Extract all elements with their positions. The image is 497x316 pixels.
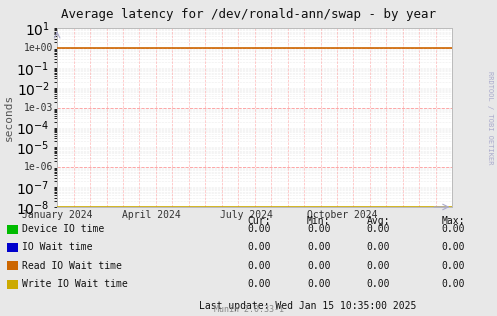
Text: IO Wait time: IO Wait time xyxy=(22,242,93,252)
Text: 0.00: 0.00 xyxy=(441,261,465,271)
Text: Average latency for /dev/ronald-ann/swap - by year: Average latency for /dev/ronald-ann/swap… xyxy=(61,8,436,21)
Text: 0.00: 0.00 xyxy=(248,242,271,252)
Text: 0.00: 0.00 xyxy=(307,279,331,289)
Text: Munin 2.0.33-1: Munin 2.0.33-1 xyxy=(214,306,283,314)
Text: Write IO Wait time: Write IO Wait time xyxy=(22,279,128,289)
Text: 0.00: 0.00 xyxy=(367,279,390,289)
Text: Device IO time: Device IO time xyxy=(22,224,104,234)
Text: Cur:: Cur: xyxy=(248,216,271,227)
Text: 0.00: 0.00 xyxy=(307,261,331,271)
Text: 0.00: 0.00 xyxy=(248,279,271,289)
Text: 0.00: 0.00 xyxy=(248,224,271,234)
Text: RRDTOOL / TOBI OETIKER: RRDTOOL / TOBI OETIKER xyxy=(487,71,493,164)
Text: 1e-06: 1e-06 xyxy=(24,162,53,172)
Text: 0.00: 0.00 xyxy=(367,261,390,271)
Text: 1e+00: 1e+00 xyxy=(24,43,53,53)
Text: seconds: seconds xyxy=(4,94,14,141)
Text: 0.00: 0.00 xyxy=(441,242,465,252)
Text: 1e-03: 1e-03 xyxy=(24,103,53,113)
Text: 0.00: 0.00 xyxy=(441,224,465,234)
Text: 0.00: 0.00 xyxy=(441,279,465,289)
Text: Last update: Wed Jan 15 10:35:00 2025: Last update: Wed Jan 15 10:35:00 2025 xyxy=(199,301,417,311)
Text: Avg:: Avg: xyxy=(367,216,390,227)
Text: 0.00: 0.00 xyxy=(367,224,390,234)
Text: 0.00: 0.00 xyxy=(307,242,331,252)
Text: 0.00: 0.00 xyxy=(367,242,390,252)
Text: Read IO Wait time: Read IO Wait time xyxy=(22,261,122,271)
Text: 0.00: 0.00 xyxy=(248,261,271,271)
Text: Max:: Max: xyxy=(441,216,465,227)
Text: 0.00: 0.00 xyxy=(307,224,331,234)
Text: Min:: Min: xyxy=(307,216,331,227)
